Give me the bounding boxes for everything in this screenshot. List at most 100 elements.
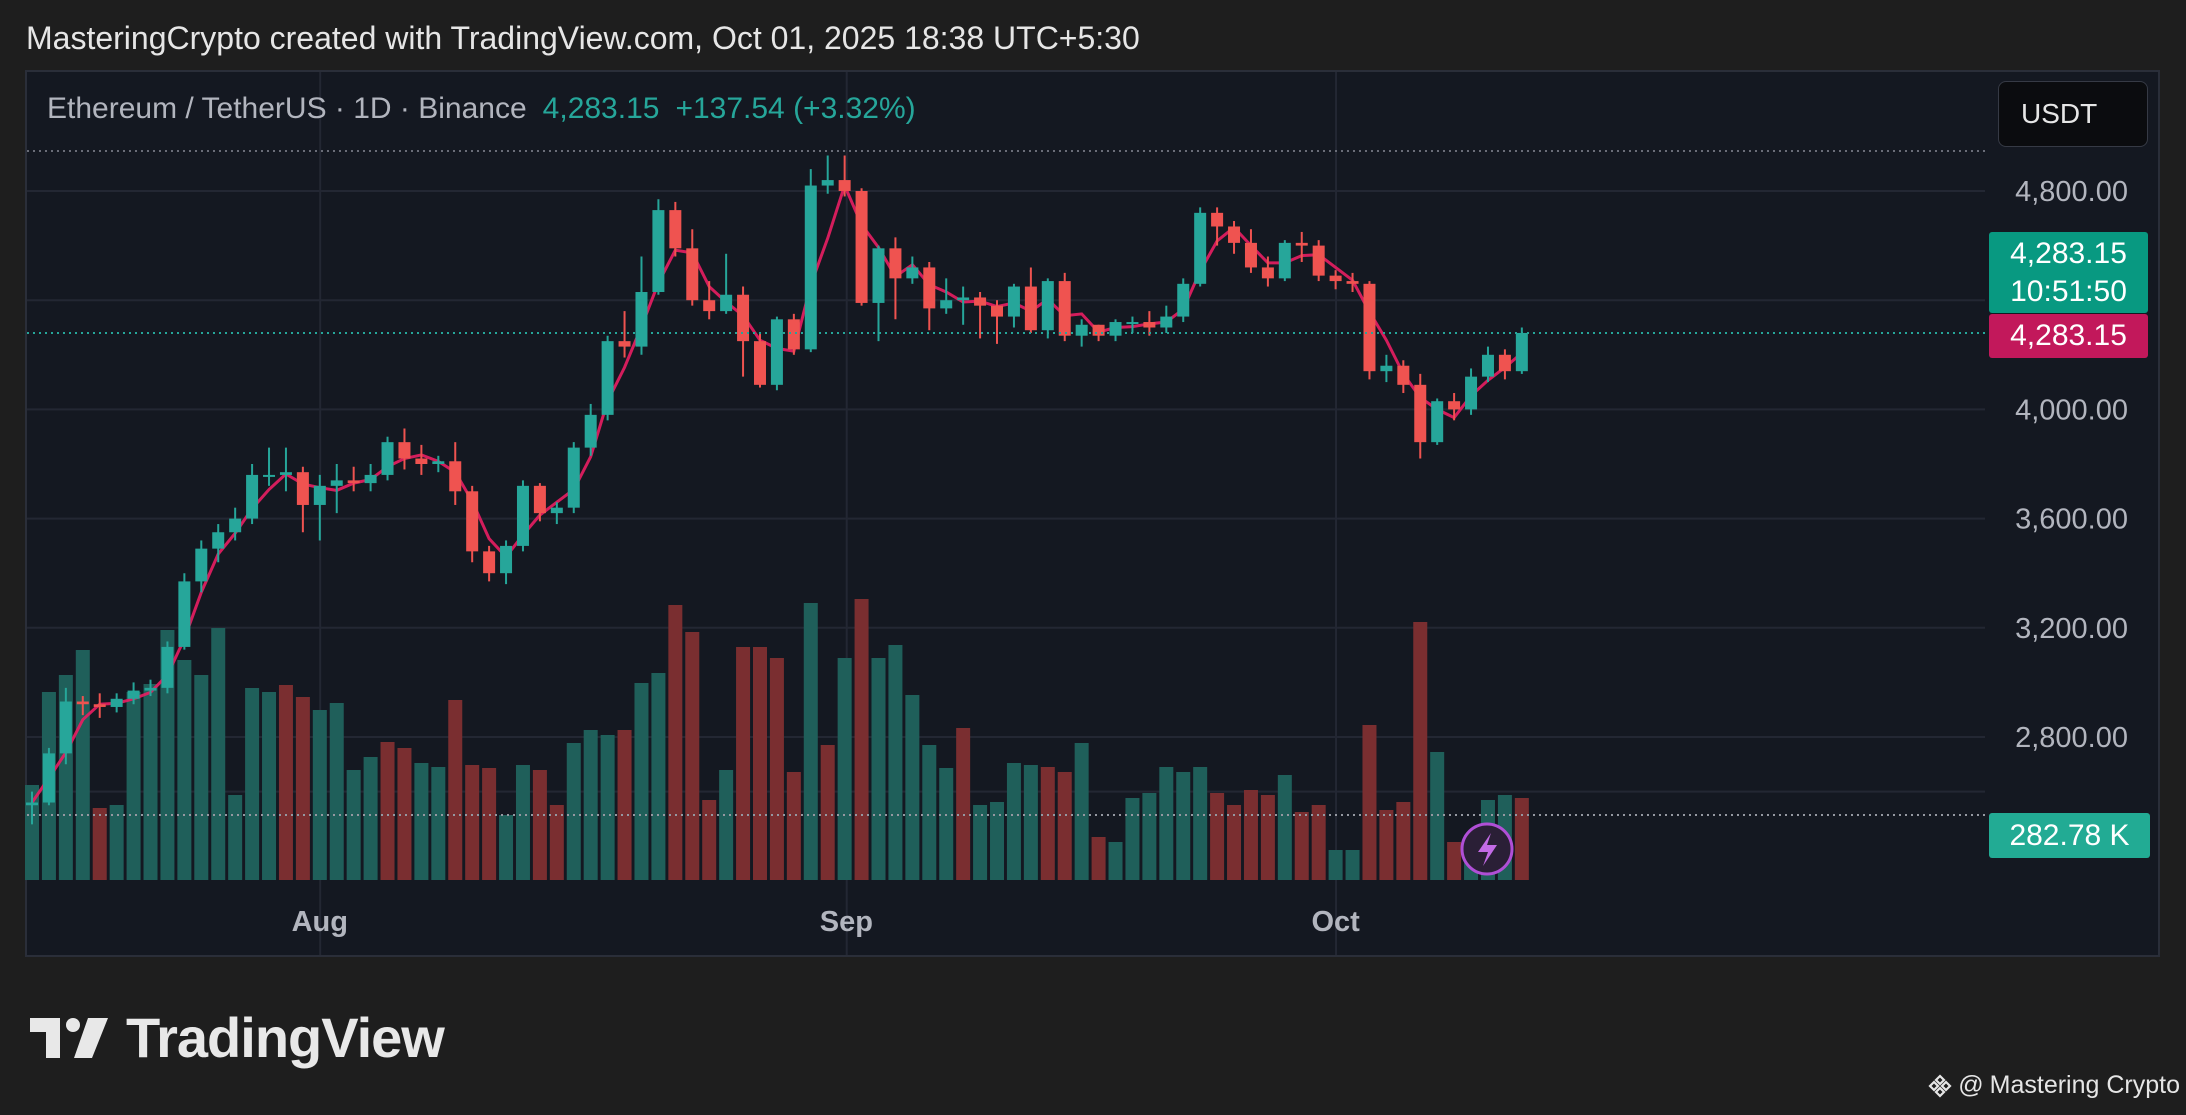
volume-bar	[1227, 805, 1242, 880]
volume-bar	[380, 742, 395, 880]
candle-body	[330, 480, 343, 486]
candle	[347, 466, 360, 492]
candle	[93, 693, 106, 718]
candle	[533, 483, 546, 522]
candle	[1075, 319, 1088, 347]
volume-bar	[414, 763, 429, 880]
candle-body	[1261, 267, 1274, 279]
candle	[26, 791, 38, 825]
volume-bar	[786, 772, 801, 880]
volume-bar	[228, 795, 243, 880]
candle-body	[1498, 354, 1511, 372]
candle	[178, 573, 191, 650]
candle-body	[59, 701, 72, 754]
candle	[1160, 305, 1173, 333]
symbol-legend: Ethereum / TetherUS · 1D · Binance 4,283.…	[47, 92, 916, 126]
candle	[821, 155, 834, 194]
candle-body	[42, 753, 55, 803]
volume-bar	[973, 805, 988, 880]
candle	[1244, 229, 1257, 273]
volume-bar	[1294, 812, 1309, 880]
candle-body	[1363, 283, 1376, 372]
candle	[415, 444, 428, 475]
candle-body	[381, 442, 394, 475]
candle-body	[1058, 281, 1071, 336]
volume-bar	[617, 730, 632, 880]
candle-body	[93, 704, 106, 707]
candle	[1465, 368, 1478, 415]
currency-button[interactable]: USDT	[1998, 81, 2148, 147]
volume-bar	[922, 745, 937, 880]
candle	[1397, 360, 1410, 394]
lightning-icon[interactable]	[1460, 822, 1514, 876]
volume-bar	[1413, 622, 1428, 880]
candle	[957, 286, 970, 325]
candle	[466, 485, 479, 563]
candle-body	[144, 687, 157, 691]
candle-body	[483, 551, 496, 574]
candle-body	[246, 474, 259, 519]
candle	[432, 455, 445, 473]
volume-bar	[769, 658, 784, 880]
candle	[1007, 283, 1020, 328]
candle	[906, 256, 919, 284]
candle	[330, 464, 343, 514]
symbol-name: Ethereum / TetherUS · 1D · Binance	[47, 92, 527, 125]
volume-bar	[126, 692, 141, 880]
candle	[720, 253, 733, 314]
candle	[618, 311, 631, 358]
candle-body	[1481, 354, 1494, 377]
candle	[1312, 240, 1325, 282]
candle	[1414, 373, 1427, 459]
volume-bar	[1311, 805, 1326, 880]
candle	[669, 201, 682, 257]
volume-bar	[465, 765, 480, 880]
candle-body	[533, 485, 546, 514]
volume-bar	[92, 808, 107, 880]
y-tick-label: 3,200.00	[2015, 613, 2128, 645]
candle	[1431, 398, 1444, 445]
candle-body	[263, 474, 276, 477]
candle-body	[991, 305, 1004, 317]
candle-body	[1380, 365, 1393, 372]
candle	[770, 316, 783, 391]
candle	[313, 474, 326, 541]
volume-bar	[1057, 772, 1072, 880]
y-tick-label: 2,800.00	[2015, 722, 2128, 754]
volume-bar	[177, 660, 192, 880]
candle-body	[652, 210, 665, 293]
volume-bar	[549, 805, 564, 880]
volume-bar	[583, 730, 598, 880]
volume-bar	[346, 770, 361, 880]
volume-bar	[194, 675, 209, 880]
candle	[279, 447, 292, 492]
volume-bar	[651, 673, 666, 880]
candles	[26, 155, 1528, 825]
volume-bar	[1006, 763, 1021, 880]
candle-body	[432, 461, 445, 464]
watermark: @ Mastering Crypto	[1928, 1071, 2180, 1100]
volume-bar	[1328, 850, 1343, 880]
candle-body	[737, 294, 750, 342]
volume-bar	[634, 683, 649, 880]
candle	[483, 545, 496, 582]
candle-body	[787, 319, 800, 350]
candle-body	[398, 442, 411, 459]
volume-bar	[803, 603, 818, 880]
candle-body	[313, 485, 326, 505]
last-price-value: 4,283.15	[2010, 237, 2127, 270]
candle	[601, 335, 614, 421]
candle-body	[364, 474, 377, 484]
candle	[1126, 316, 1139, 333]
volume-bar	[448, 700, 463, 880]
candle-body	[601, 341, 614, 415]
tradingview-logo[interactable]: TradingView	[30, 1005, 445, 1070]
volume-bar	[262, 692, 277, 880]
volume-bar	[719, 770, 734, 880]
candle	[889, 237, 902, 320]
candle-body	[974, 297, 987, 306]
volume-bar	[515, 765, 530, 880]
candle	[127, 682, 140, 705]
volume-bar	[820, 745, 835, 880]
